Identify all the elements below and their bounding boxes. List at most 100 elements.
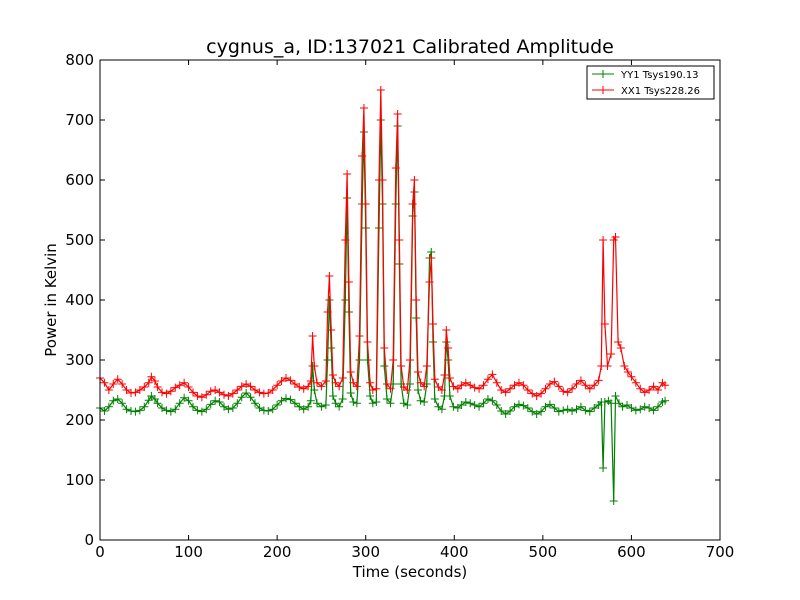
data-point <box>631 406 640 415</box>
data-point <box>661 381 670 390</box>
data-point <box>327 326 336 334</box>
data-point <box>466 399 475 408</box>
data-point <box>563 388 572 397</box>
data-point <box>437 405 446 414</box>
data-point <box>304 402 313 411</box>
data-point <box>554 407 563 416</box>
data-point <box>457 381 466 390</box>
data-point <box>623 368 632 376</box>
data-point <box>104 402 113 411</box>
data-point <box>470 383 479 392</box>
data-point <box>457 401 466 409</box>
data-point <box>338 374 347 382</box>
data-point <box>501 388 510 397</box>
data-point <box>264 407 273 415</box>
data-point <box>268 405 277 414</box>
data-point <box>310 386 319 394</box>
data-point <box>627 404 636 412</box>
data-point <box>572 405 581 414</box>
data-point <box>193 406 202 415</box>
data-point <box>550 377 559 386</box>
data-point <box>166 407 175 416</box>
data-point <box>563 405 572 414</box>
data-point <box>453 384 462 393</box>
data-point <box>541 384 550 393</box>
data-point <box>193 392 202 400</box>
data-point <box>497 407 506 415</box>
data-point <box>259 389 268 398</box>
y-tick-label: 200 <box>65 411 94 429</box>
data-point <box>153 399 162 408</box>
data-point <box>461 378 470 387</box>
data-point <box>282 394 290 403</box>
data-point <box>382 380 391 388</box>
data-point <box>475 402 484 411</box>
data-point <box>189 388 197 397</box>
data-point <box>264 389 273 397</box>
data-point <box>184 383 193 391</box>
data-point <box>366 378 375 387</box>
data-point <box>506 384 515 393</box>
data-point <box>100 378 109 387</box>
data-point <box>304 382 313 391</box>
data-point <box>259 406 268 415</box>
data-point <box>599 464 608 472</box>
data-point <box>640 388 649 397</box>
x-axis-label: Time (seconds) <box>352 563 468 581</box>
data-point <box>341 296 350 304</box>
data-point <box>328 371 337 379</box>
data-point <box>325 296 334 304</box>
y-tick-label: 600 <box>65 171 94 189</box>
data-point <box>131 388 140 397</box>
legend-label-xx1: XX1 Tsys228.26 <box>621 86 700 97</box>
data-point <box>211 396 220 405</box>
data-point <box>645 404 654 412</box>
data-point <box>616 344 625 352</box>
data-point <box>372 384 381 393</box>
data-point <box>228 389 237 398</box>
data-point <box>290 380 299 388</box>
data-point <box>514 400 523 409</box>
data-point <box>532 410 541 418</box>
data-point <box>246 393 255 402</box>
data-point <box>497 386 506 394</box>
data-point <box>306 377 315 385</box>
data-point <box>403 386 412 394</box>
data-point <box>554 382 563 391</box>
data-point <box>144 396 153 405</box>
data-point <box>416 396 425 405</box>
data-point <box>109 380 118 388</box>
data-point <box>649 382 658 391</box>
data-point <box>519 401 528 410</box>
data-point <box>581 381 590 390</box>
data-point <box>321 401 330 409</box>
data-point <box>144 378 153 387</box>
data-point <box>611 233 620 241</box>
data-point <box>308 332 317 340</box>
data-point <box>654 402 662 411</box>
y-tick-label: 800 <box>65 51 94 69</box>
legend-label-yy1: YY1 Tsys190.13 <box>620 70 699 81</box>
data-point <box>430 375 439 384</box>
data-point <box>559 387 568 396</box>
data-point <box>378 176 387 184</box>
data-point <box>479 381 488 390</box>
data-point <box>366 392 375 400</box>
data-point <box>268 386 277 394</box>
data-point <box>645 386 654 394</box>
data-point <box>131 407 140 416</box>
data-point <box>559 406 568 415</box>
legend-marker-yy1 <box>599 70 607 78</box>
data-point <box>135 386 144 394</box>
data-point <box>386 399 395 408</box>
data-point <box>341 236 350 244</box>
legend-marker-xx1 <box>599 86 607 94</box>
data-point <box>162 406 171 415</box>
data-point <box>594 376 603 385</box>
data-point <box>233 386 242 394</box>
data-point <box>550 404 559 412</box>
y-tick-label: 500 <box>65 231 94 249</box>
data-point <box>206 387 215 396</box>
data-point <box>273 381 282 390</box>
